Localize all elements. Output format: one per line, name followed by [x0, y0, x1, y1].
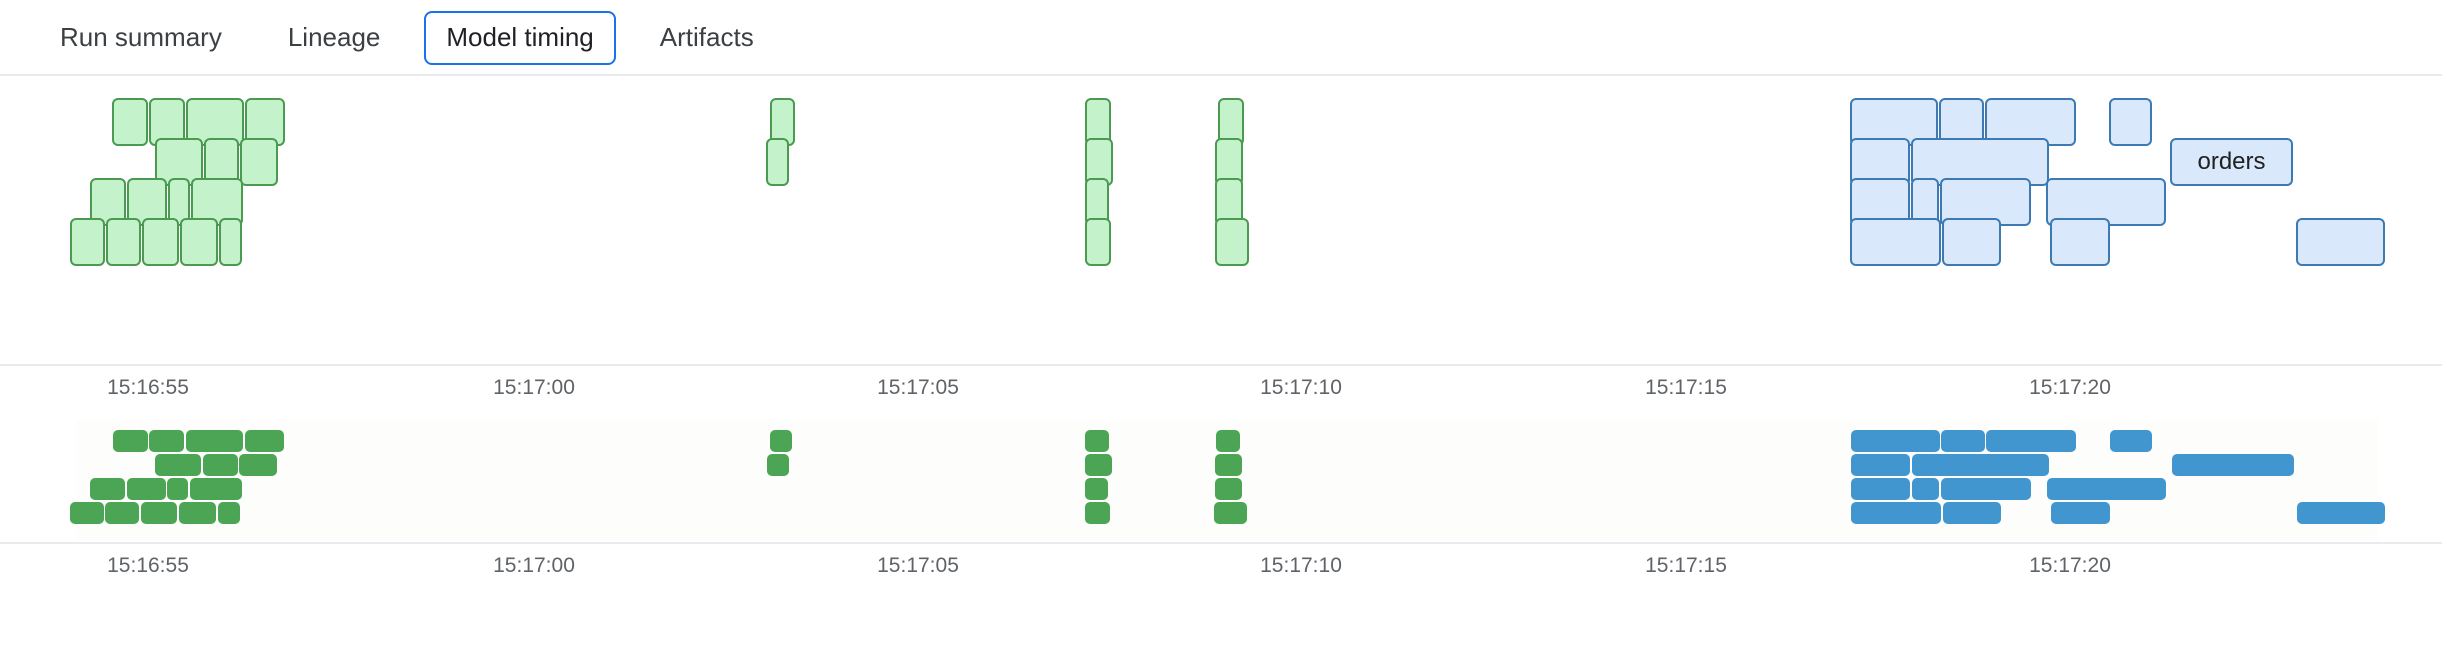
axis-tick-label: 15:17:05: [877, 376, 959, 399]
minimap-bar[interactable]: [167, 478, 188, 500]
model-timing-gantt-chart[interactable]: orders 15:16:55 15:17:00 15:17:05 15:17:10 1…: [0, 76, 2442, 399]
gantt-bar[interactable]: [766, 138, 789, 186]
gantt-axis-line: [0, 364, 2442, 366]
gantt-bar[interactable]: [1215, 218, 1249, 266]
minimap-bar[interactable]: [2172, 454, 2294, 476]
minimap-axis-tick-label: 15:17:20: [2029, 554, 2111, 577]
gantt-plot-area[interactable]: orders: [0, 76, 2442, 364]
gantt-bar[interactable]: [2109, 98, 2152, 146]
axis-tick-label: 15:17:10: [1260, 376, 1342, 399]
axis-tick-label: 15:16:55: [107, 376, 189, 399]
tab-lineage[interactable]: Lineage: [287, 22, 381, 53]
minimap-bar[interactable]: [155, 454, 201, 476]
minimap-plot-area[interactable]: [0, 420, 2442, 540]
tab-artifacts[interactable]: Artifacts: [659, 22, 754, 53]
minimap-axis-line: [0, 542, 2442, 544]
minimap-bar[interactable]: [1912, 478, 1939, 500]
minimap-bar[interactable]: [1851, 430, 1940, 452]
minimap-bar[interactable]: [190, 478, 242, 500]
gantt-bar-labelled[interactable]: orders: [2170, 138, 2293, 186]
minimap-bar[interactable]: [203, 454, 238, 476]
minimap-axis-tick-label: 15:16:55: [107, 554, 189, 577]
minimap-bar[interactable]: [767, 454, 789, 476]
model-timing-minimap[interactable]: 15:16:55 15:17:00 15:17:05 15:17:10 15:17:15…: [0, 420, 2442, 620]
minimap-bar[interactable]: [1085, 478, 1108, 500]
minimap-bar[interactable]: [1941, 430, 1985, 452]
minimap-axis-tick-label: 15:17:00: [493, 554, 575, 577]
minimap-bar[interactable]: [1943, 502, 2001, 524]
gantt-bar[interactable]: [1085, 218, 1111, 266]
minimap-bar[interactable]: [149, 430, 184, 452]
minimap-bar[interactable]: [1216, 430, 1240, 452]
minimap-bar[interactable]: [1215, 478, 1242, 500]
minimap-bar[interactable]: [186, 430, 243, 452]
minimap-bar[interactable]: [1941, 478, 2031, 500]
minimap-bar[interactable]: [218, 502, 240, 524]
minimap-bar[interactable]: [1851, 502, 1941, 524]
gantt-bar[interactable]: [112, 98, 148, 146]
minimap-bar[interactable]: [1851, 478, 1910, 500]
minimap-bar[interactable]: [245, 430, 284, 452]
minimap-bar[interactable]: [239, 454, 277, 476]
minimap-bar[interactable]: [2047, 478, 2166, 500]
minimap-bar[interactable]: [105, 502, 139, 524]
minimap-bar[interactable]: [1912, 454, 2049, 476]
minimap-bar[interactable]: [1085, 430, 1109, 452]
axis-tick-label: 15:17:15: [1645, 376, 1727, 399]
minimap-axis-tick-label: 15:17:05: [877, 554, 959, 577]
minimap-bar[interactable]: [1214, 502, 1247, 524]
minimap-axis-tick-label: 15:17:10: [1260, 554, 1342, 577]
gantt-bar[interactable]: [2050, 218, 2110, 266]
minimap-bar[interactable]: [70, 502, 104, 524]
gantt-bar[interactable]: [240, 138, 278, 186]
minimap-bar[interactable]: [90, 478, 125, 500]
gantt-bar[interactable]: [142, 218, 179, 266]
minimap-bar[interactable]: [2297, 502, 2385, 524]
minimap-bar[interactable]: [113, 430, 148, 452]
minimap-bar[interactable]: [770, 430, 792, 452]
tab-bar: Run summary Lineage Model timing Artifacts: [0, 0, 2442, 76]
gantt-bar[interactable]: [180, 218, 218, 266]
minimap-bar[interactable]: [2051, 502, 2110, 524]
minimap-bar[interactable]: [1851, 454, 1910, 476]
minimap-bar[interactable]: [127, 478, 166, 500]
minimap-bar[interactable]: [179, 502, 216, 524]
minimap-bar[interactable]: [1085, 454, 1112, 476]
gantt-bar[interactable]: [70, 218, 105, 266]
tab-list: Run summary Lineage Model timing Artifacts: [38, 0, 798, 76]
minimap-bar[interactable]: [141, 502, 177, 524]
minimap-bar[interactable]: [1215, 454, 1242, 476]
minimap-bar[interactable]: [2110, 430, 2152, 452]
gantt-bar[interactable]: [1850, 218, 1941, 266]
gantt-bar[interactable]: [2296, 218, 2385, 266]
axis-tick-label: 15:17:20: [2029, 376, 2111, 399]
minimap-bar[interactable]: [1085, 502, 1110, 524]
gantt-bar[interactable]: [168, 178, 190, 226]
tab-model-timing[interactable]: Model timing: [424, 11, 616, 65]
gantt-bar[interactable]: [106, 218, 141, 266]
axis-tick-label: 15:17:00: [493, 376, 575, 399]
minimap-bar[interactable]: [1986, 430, 2076, 452]
minimap-axis-tick-label: 15:17:15: [1645, 554, 1727, 577]
tab-run-summary[interactable]: Run summary: [60, 22, 222, 53]
gantt-bar[interactable]: [1942, 218, 2001, 266]
gantt-bar[interactable]: [219, 218, 242, 266]
